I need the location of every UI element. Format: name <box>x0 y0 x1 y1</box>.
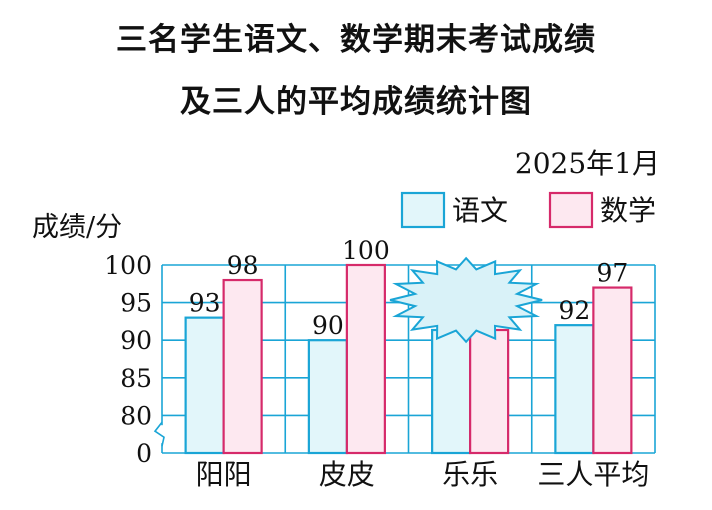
bar <box>222 278 263 455</box>
bar <box>307 339 348 455</box>
bar-value-label: 97 <box>596 259 628 288</box>
y-tick-label: 0 <box>136 439 152 468</box>
bars <box>184 263 633 455</box>
x-category-labels: 阳阳 皮皮 乐乐 三人平均 <box>196 458 650 491</box>
axis-break-gap <box>158 425 166 444</box>
legend-label: 语文 <box>452 194 508 227</box>
y-axis-label: 成绩/分 <box>32 212 122 243</box>
chart-title-line2: 及三人的平均成绩统计图 <box>180 84 532 120</box>
legend: 语文 数学 <box>400 191 656 229</box>
bar-value-label: 98 <box>227 251 259 280</box>
bar-value-label: 92 <box>558 296 590 325</box>
legend-swatch <box>548 191 594 229</box>
legend-swatch <box>400 191 446 229</box>
starburst-cover <box>389 256 543 344</box>
bar <box>469 328 510 455</box>
y-tick-label: 90 <box>120 326 152 355</box>
bar-value-label: 100 <box>342 236 390 265</box>
axis-break-mark <box>153 421 165 447</box>
x-category-label: 乐乐 <box>442 458 498 491</box>
y-tick-label: 95 <box>120 289 152 318</box>
x-category-label: 阳阳 <box>196 458 252 491</box>
x-category-label: 皮皮 <box>319 458 375 491</box>
legend-label: 数学 <box>600 194 656 227</box>
bar <box>554 324 595 455</box>
y-tick-labels: 0 80 85 90 95 100 <box>104 251 152 468</box>
y-tick-label: 85 <box>120 364 152 393</box>
bar-value-label: 90 <box>312 311 344 340</box>
bar <box>592 286 633 455</box>
chart-title-line1: 三名学生语文、数学期末考试成绩 <box>116 22 596 58</box>
chart-date: 2025年1月 <box>514 147 660 180</box>
y-tick-label: 80 <box>120 401 152 430</box>
bar <box>345 263 386 455</box>
y-tick-label: 100 <box>104 251 152 280</box>
bar <box>184 316 225 455</box>
bar-value-label: 93 <box>189 289 221 318</box>
x-category-label: 三人平均 <box>537 458 649 491</box>
bar <box>431 328 472 455</box>
starburst <box>389 256 543 344</box>
